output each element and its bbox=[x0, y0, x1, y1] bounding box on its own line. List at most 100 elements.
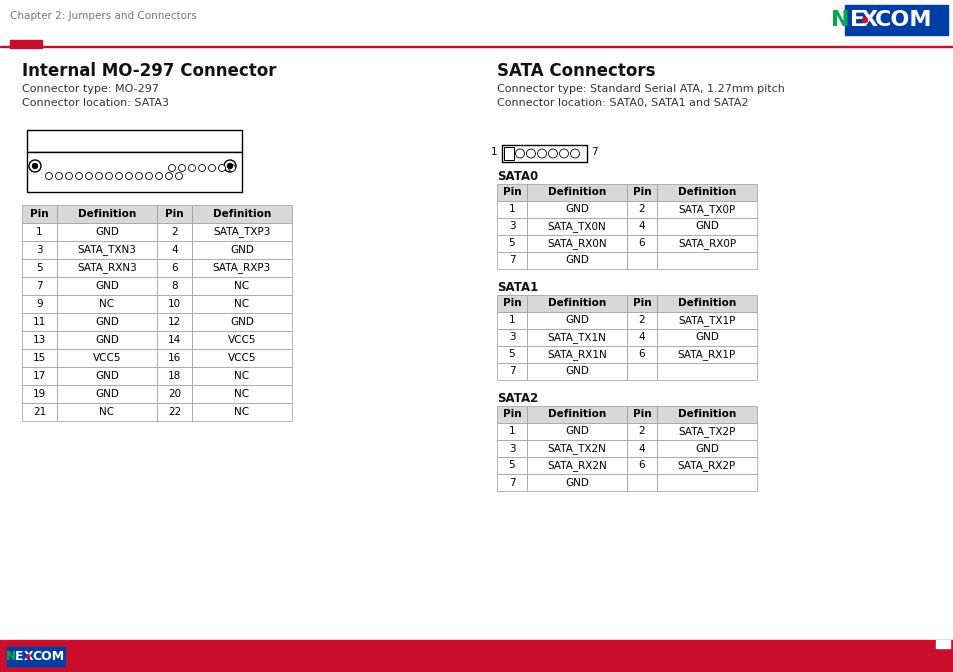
Bar bbox=[157, 349, 192, 367]
Bar bbox=[657, 252, 757, 269]
Text: 5: 5 bbox=[508, 239, 515, 249]
Bar bbox=[497, 201, 526, 218]
Text: E: E bbox=[849, 10, 864, 30]
Circle shape bbox=[95, 173, 102, 179]
Bar bbox=[22, 241, 57, 259]
Bar bbox=[22, 277, 57, 295]
Bar bbox=[497, 346, 526, 363]
Bar bbox=[157, 403, 192, 421]
Circle shape bbox=[558, 149, 568, 158]
Text: SATA_RX0P: SATA_RX0P bbox=[678, 238, 736, 249]
Bar bbox=[497, 440, 526, 457]
Bar bbox=[497, 295, 526, 312]
Bar bbox=[526, 235, 626, 252]
Text: GND: GND bbox=[95, 227, 119, 237]
Bar bbox=[57, 223, 157, 241]
Text: SATA_TXN3: SATA_TXN3 bbox=[77, 245, 136, 255]
Bar bbox=[657, 406, 757, 423]
Bar bbox=[844, 5, 947, 35]
Bar bbox=[22, 205, 57, 223]
Bar bbox=[657, 184, 757, 201]
Bar bbox=[657, 235, 757, 252]
Text: 11: 11 bbox=[32, 317, 46, 327]
Bar bbox=[626, 218, 657, 235]
Text: SATA_RX2P: SATA_RX2P bbox=[678, 460, 736, 471]
Text: GND: GND bbox=[230, 317, 253, 327]
Bar bbox=[497, 329, 526, 346]
Circle shape bbox=[862, 17, 866, 22]
Bar bbox=[27, 130, 242, 152]
Bar bbox=[497, 423, 526, 440]
Text: 3: 3 bbox=[508, 444, 515, 454]
Bar bbox=[657, 312, 757, 329]
Text: N: N bbox=[6, 650, 16, 663]
Bar bbox=[526, 252, 626, 269]
Circle shape bbox=[146, 173, 152, 179]
Text: Pin: Pin bbox=[502, 298, 520, 308]
Circle shape bbox=[169, 165, 175, 171]
Text: 4: 4 bbox=[171, 245, 177, 255]
Text: 1: 1 bbox=[508, 427, 515, 437]
Bar bbox=[526, 312, 626, 329]
Text: 10: 10 bbox=[168, 299, 181, 309]
Bar bbox=[22, 223, 57, 241]
Bar bbox=[497, 363, 526, 380]
Text: 4: 4 bbox=[638, 444, 644, 454]
Text: 21: 21 bbox=[32, 407, 46, 417]
Circle shape bbox=[515, 149, 524, 158]
Text: 6: 6 bbox=[638, 460, 644, 470]
Text: GND: GND bbox=[95, 317, 119, 327]
Circle shape bbox=[526, 149, 535, 158]
Bar bbox=[497, 457, 526, 474]
Bar bbox=[626, 474, 657, 491]
Text: VCC5: VCC5 bbox=[228, 335, 256, 345]
Bar bbox=[157, 385, 192, 403]
Bar bbox=[626, 329, 657, 346]
Text: Definition: Definition bbox=[213, 209, 271, 219]
Text: 14: 14 bbox=[168, 335, 181, 345]
Text: Pin: Pin bbox=[632, 298, 651, 308]
Bar bbox=[27, 152, 242, 192]
Bar bbox=[935, 640, 949, 648]
Text: NC: NC bbox=[234, 281, 250, 291]
Text: Definition: Definition bbox=[78, 209, 136, 219]
Bar bbox=[657, 329, 757, 346]
Text: 2: 2 bbox=[638, 315, 644, 325]
Text: NC: NC bbox=[234, 407, 250, 417]
Text: 1: 1 bbox=[490, 147, 497, 157]
Circle shape bbox=[189, 165, 195, 171]
Bar bbox=[503, 147, 514, 160]
Circle shape bbox=[178, 165, 185, 171]
Text: SATA_RXN3: SATA_RXN3 bbox=[77, 263, 136, 274]
Circle shape bbox=[26, 655, 30, 659]
Text: 13: 13 bbox=[32, 335, 46, 345]
Text: GND: GND bbox=[95, 389, 119, 399]
Bar bbox=[192, 223, 292, 241]
Bar bbox=[657, 440, 757, 457]
Bar bbox=[192, 277, 292, 295]
Text: 12: 12 bbox=[168, 317, 181, 327]
Text: SATA_RX1N: SATA_RX1N bbox=[547, 349, 606, 360]
Text: 2: 2 bbox=[638, 427, 644, 437]
Text: 6: 6 bbox=[638, 349, 644, 360]
Text: SATA_TX2P: SATA_TX2P bbox=[678, 426, 735, 437]
Text: X: X bbox=[861, 10, 877, 30]
Text: NC: NC bbox=[234, 299, 250, 309]
Text: 22: 22 bbox=[168, 407, 181, 417]
Text: 15: 15 bbox=[32, 353, 46, 363]
Text: Definition: Definition bbox=[547, 298, 605, 308]
Text: 7: 7 bbox=[508, 478, 515, 487]
Text: Connector location: SATA0, SATA1 and SATA2: Connector location: SATA0, SATA1 and SAT… bbox=[497, 98, 748, 108]
Text: 7: 7 bbox=[508, 255, 515, 265]
Text: SATA_RXP3: SATA_RXP3 bbox=[213, 263, 271, 274]
Bar bbox=[57, 313, 157, 331]
Bar bbox=[157, 295, 192, 313]
Text: Definition: Definition bbox=[547, 409, 605, 419]
Bar bbox=[22, 259, 57, 277]
Text: 18: 18 bbox=[168, 371, 181, 381]
Circle shape bbox=[224, 160, 235, 172]
Bar bbox=[626, 184, 657, 201]
Circle shape bbox=[75, 173, 82, 179]
Text: GND: GND bbox=[695, 222, 719, 231]
Circle shape bbox=[165, 173, 172, 179]
